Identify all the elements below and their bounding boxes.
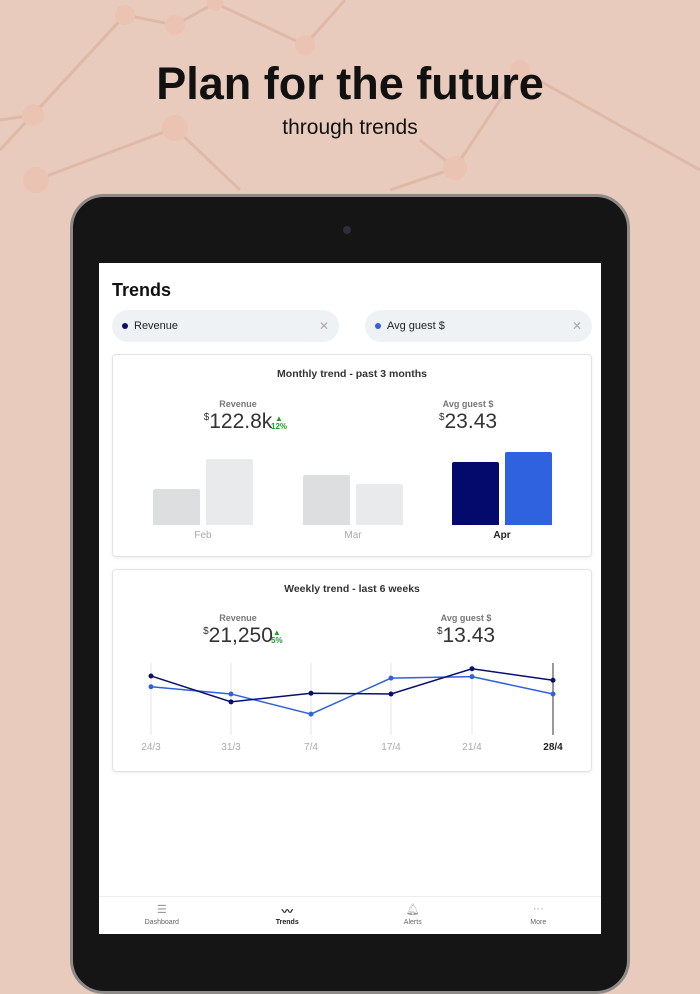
bar-mar-avg-guest[interactable]: [356, 484, 403, 525]
data-point[interactable]: [308, 711, 314, 717]
data-point[interactable]: [148, 684, 154, 690]
bar-apr-revenue[interactable]: [452, 462, 499, 525]
currency-symbol: $: [438, 412, 445, 423]
monthly-revenue-delta: ▲ 12%: [271, 414, 288, 431]
series-line-avg-guest-: [150, 675, 554, 715]
revenue-dot-icon: [122, 323, 128, 329]
card-title: Weekly trend - last 6 weeks: [284, 583, 420, 595]
camera-icon: [343, 226, 351, 234]
monthly-avg-guest-metric: Avg guest $ $23.43: [413, 399, 523, 434]
avg-guest-dot-icon: [375, 323, 381, 329]
filter-chip-avg-guest[interactable]: Avg guest $ ✕: [365, 310, 592, 342]
data-point[interactable]: [469, 666, 475, 672]
data-point[interactable]: [308, 690, 314, 696]
bell-icon: 🔔︎: [405, 904, 420, 916]
x-tick-label: 28/4: [543, 742, 563, 753]
series-line-revenue: [150, 667, 554, 703]
bar-feb-avg-guest[interactable]: [206, 459, 253, 525]
metric-label: Avg guest $: [442, 399, 494, 409]
close-icon[interactable]: ✕: [318, 319, 329, 333]
x-tick-label: Mar: [344, 530, 362, 541]
metric-value: 21,250: [208, 624, 273, 647]
bar-feb-revenue[interactable]: [153, 489, 200, 525]
data-point[interactable]: [228, 699, 234, 705]
data-point[interactable]: [469, 674, 475, 680]
monthly-trend-card: Monthly trend - past 3 months Revenue $1…: [112, 354, 592, 557]
bottom-nav: ☰ Dashboard 〰 Trends 🔔︎ Alerts ··· More: [99, 896, 601, 934]
nav-trends[interactable]: 〰 Trends: [225, 897, 351, 934]
more-icon: ···: [532, 903, 544, 915]
currency-symbol: $: [203, 412, 210, 423]
metric-value: 122.8k: [209, 410, 273, 433]
background-network-decoration: [0, 0, 700, 193]
x-tick-label: 21/4: [462, 742, 482, 753]
weekly-avg-guest-metric: Avg guest $ $13.43: [411, 613, 521, 648]
weekly-line-chart: 24/3 31/3 7/4 17/4 21/4 28/4: [141, 663, 563, 753]
bar-apr-avg-guest[interactable]: [505, 452, 552, 525]
data-point[interactable]: [228, 691, 234, 697]
dashboard-icon: ☰: [156, 904, 167, 916]
nav-alerts[interactable]: 🔔︎ Alerts: [350, 897, 476, 934]
nav-dashboard[interactable]: ☰ Dashboard: [99, 897, 225, 934]
weekly-revenue-delta: ▲ 5%: [271, 628, 283, 645]
app-screen: Trends Revenue ✕ Avg guest $ ✕ Monthly t…: [99, 263, 601, 934]
metric-label: Avg guest $: [440, 613, 492, 623]
data-point[interactable]: [388, 675, 394, 681]
promo-headline: Plan for the future: [156, 58, 544, 109]
bar-mar-revenue[interactable]: [303, 475, 350, 525]
metric-value: 13.43: [442, 624, 496, 647]
data-point[interactable]: [550, 677, 556, 683]
x-tick-label: 24/3: [141, 742, 161, 753]
monthly-revenue-metric: Revenue $122.8k: [183, 399, 293, 434]
page-title: Trends: [112, 280, 172, 300]
metric-value: 23.43: [444, 410, 498, 433]
x-tick-label: Apr: [493, 530, 511, 541]
weekly-trend-card: Weekly trend - last 6 weeks Revenue $21,…: [112, 569, 592, 772]
data-point[interactable]: [550, 691, 556, 697]
x-tick-label: 7/4: [304, 742, 318, 753]
trends-icon: 〰: [281, 906, 293, 918]
chip-label: Avg guest $: [387, 320, 445, 332]
currency-symbol: $: [203, 626, 209, 637]
up-arrow-icon: ▲: [275, 414, 283, 423]
x-tick-label: 31/3: [221, 742, 241, 753]
weekly-revenue-metric: Revenue $21,250: [183, 613, 293, 648]
promo-subheadline: through trends: [282, 116, 418, 139]
close-icon[interactable]: ✕: [571, 319, 582, 333]
data-point[interactable]: [388, 691, 394, 697]
metric-label: Revenue: [219, 613, 257, 623]
x-tick-label: 17/4: [381, 742, 401, 753]
currency-symbol: $: [436, 626, 443, 637]
x-tick-label: Feb: [194, 530, 212, 541]
filter-chip-revenue[interactable]: Revenue ✕: [112, 310, 339, 342]
data-point[interactable]: [148, 673, 154, 679]
metric-label: Revenue: [219, 399, 257, 409]
card-title: Monthly trend - past 3 months: [277, 368, 427, 380]
chip-label: Revenue: [134, 320, 179, 332]
up-arrow-icon: ▲: [272, 628, 281, 637]
nav-more[interactable]: ··· More: [476, 897, 602, 934]
